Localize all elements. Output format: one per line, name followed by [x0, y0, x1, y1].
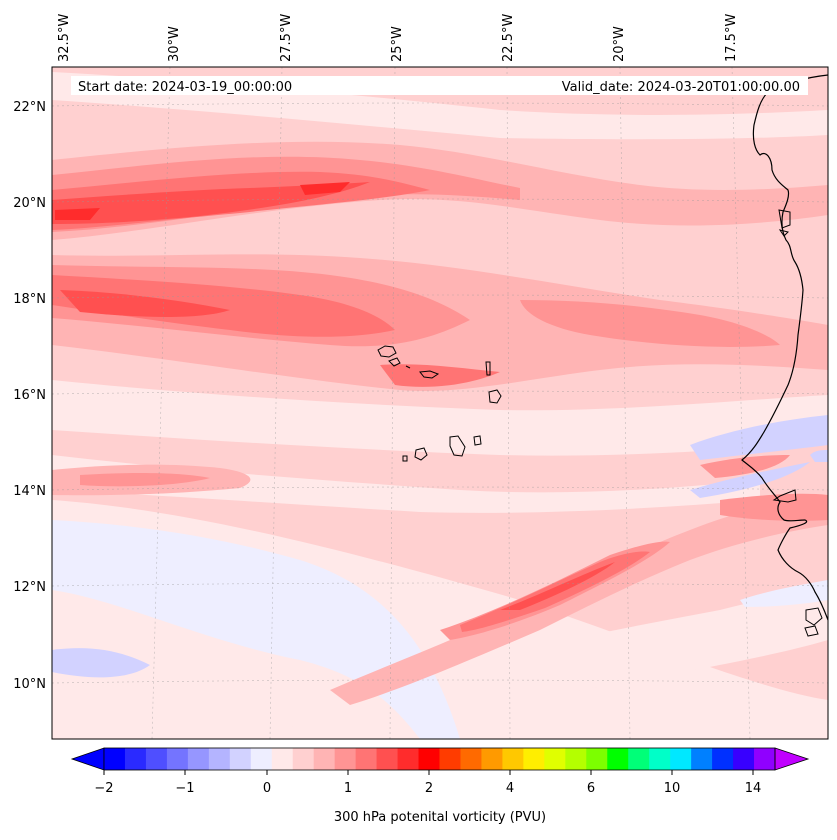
date-label-box: [71, 76, 808, 95]
colorbar-cell: [565, 748, 587, 770]
colorbar-tick-label: 2: [425, 781, 433, 796]
colorbar-cell: [334, 748, 357, 770]
colorbar-cell: [754, 748, 776, 770]
colorbar-tick-label: −2: [94, 781, 113, 796]
colorbar-cell: [649, 748, 671, 770]
colorbar-tick-label: 14: [745, 781, 762, 796]
colorbar-cell: [124, 748, 147, 770]
colorbar-cell: [229, 748, 252, 770]
colorbar-tick-label: 4: [506, 781, 514, 796]
colorbar-max-arrow: [774, 747, 810, 771]
lat-label: 14°N: [13, 484, 46, 499]
colorbar-cell: [187, 748, 210, 770]
colorbar-cell: [376, 748, 399, 770]
colorbar-label: 300 hPa potenital vorticity (PVU): [334, 810, 546, 825]
colorbar-tick-labels: −2 −1 0 1 2 4 6 10 14: [94, 781, 761, 796]
cape-verde-islands: [377, 345, 502, 462]
lon-label: 30°W: [167, 26, 182, 62]
lat-label: 20°N: [13, 196, 46, 211]
start-date-label: Start date: 2024-03-19_00:00:00: [78, 80, 292, 95]
colorbar-cell: [523, 748, 545, 770]
longitude-labels: 32.5°W 30°W 27.5°W 25°W 22.5°W 20°W 17.5…: [57, 14, 739, 62]
lon-label: 20°W: [612, 26, 627, 62]
colorbar-min-arrow: [70, 747, 105, 771]
colorbar-cell: [733, 748, 755, 770]
lon-label: 17.5°W: [724, 14, 739, 62]
latitude-labels: 22°N 20°N 18°N 16°N 14°N 12°N 10°N: [13, 100, 46, 692]
lat-label: 16°N: [13, 388, 46, 403]
lat-label: 10°N: [13, 677, 46, 692]
colorbar-cell: [208, 748, 231, 770]
colorbar-cell: [418, 748, 440, 770]
colorbar-cell: [628, 748, 650, 770]
colorbar-cell: [460, 748, 482, 770]
colorbar-cell: [271, 748, 294, 770]
colorbar-tick-marks: [103, 770, 754, 775]
pv-field: [52, 67, 828, 739]
colorbar-cell: [439, 748, 461, 770]
colorbar-cell: [544, 748, 566, 770]
colorbar-cell: [104, 748, 126, 770]
colorbar-cell: [355, 748, 378, 770]
lon-label: 27.5°W: [279, 14, 294, 62]
colorbar-cell: [670, 748, 692, 770]
colorbar: −2 −1 0 1 2 4 6 10 14 300 hPa potenital …: [70, 747, 810, 825]
colorbar-cell: [481, 748, 503, 770]
colorbar-tick-label: 10: [664, 781, 681, 796]
lat-label: 22°N: [13, 100, 46, 115]
colorbar-tick-label: 0: [263, 781, 271, 796]
colorbar-cell: [313, 748, 336, 770]
colorbar-cell: [607, 748, 629, 770]
colorbar-cells: [104, 748, 776, 770]
africa-coastline: [741, 74, 828, 621]
colorbar-frame: [103, 747, 776, 771]
colorbar-tick-label: −1: [175, 781, 194, 796]
colorbar-tick-label: 1: [344, 781, 352, 796]
colorbar-cell: [292, 748, 315, 770]
lon-label: 32.5°W: [57, 14, 72, 62]
lat-label: 12°N: [13, 580, 46, 595]
colorbar-cell: [502, 748, 524, 770]
colorbar-cell: [145, 748, 168, 770]
colorbar-cell: [397, 748, 420, 770]
colorbar-cell: [250, 748, 273, 770]
colorbar-cell: [166, 748, 189, 770]
colorbar-tick-label: 6: [587, 781, 595, 796]
lat-label: 18°N: [13, 292, 46, 307]
colorbar-cell: [712, 748, 734, 770]
colorbar-cell: [691, 748, 713, 770]
colorbar-cell: [586, 748, 608, 770]
valid-date-label: Valid_date: 2024-03-20T01:00:00.00: [562, 80, 800, 95]
lon-label: 22.5°W: [501, 14, 516, 62]
map-frame: [51, 66, 829, 740]
lon-label: 25°W: [390, 26, 405, 62]
